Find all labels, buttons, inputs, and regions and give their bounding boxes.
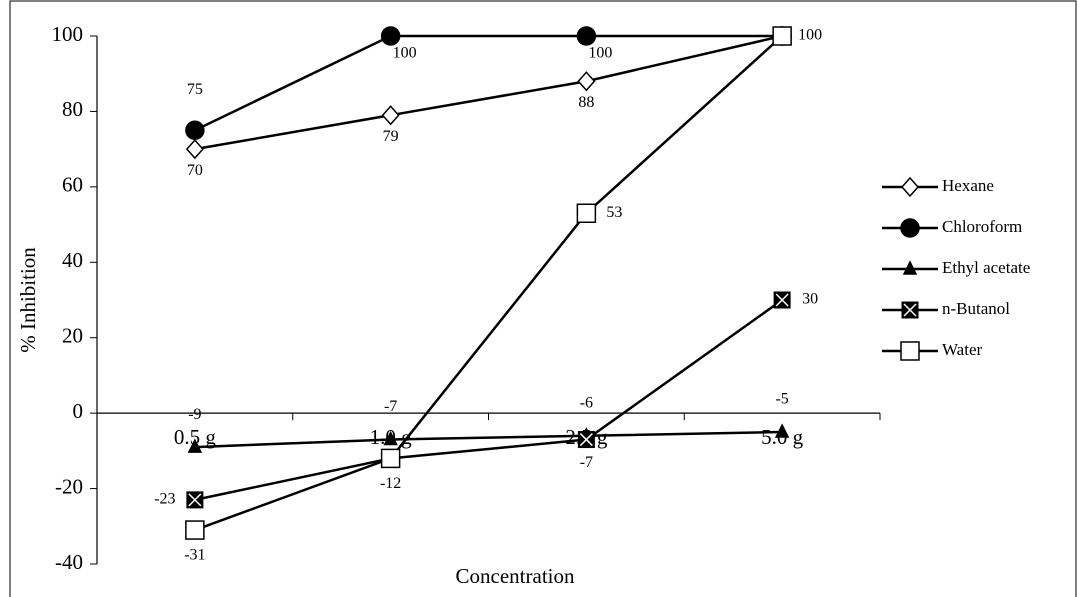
data-label: -9 — [188, 406, 201, 423]
data-point — [186, 491, 204, 509]
legend-label: Hexane — [942, 176, 994, 195]
legend-label: Ethyl acetate — [942, 258, 1030, 277]
y-tick-label: -40 — [55, 550, 83, 574]
y-tick-label: 20 — [62, 324, 83, 348]
y-tick-label: 60 — [62, 173, 83, 197]
series-line — [194, 298, 783, 502]
marker-cross — [579, 433, 593, 447]
data-label: -6 — [580, 394, 593, 411]
data-point — [577, 431, 595, 449]
data-point — [185, 520, 205, 540]
chart-frame — [9, 0, 1077, 597]
data-point — [772, 26, 792, 46]
data-point — [185, 139, 204, 160]
y-tick-label: -20 — [55, 474, 83, 498]
y-tick-label: 0 — [73, 399, 84, 423]
series-line — [194, 430, 783, 449]
data-label: -31 — [184, 547, 205, 564]
series-line — [194, 34, 783, 151]
legend-marker — [900, 218, 920, 238]
y-tick-label: 40 — [62, 248, 83, 272]
data-point — [380, 448, 401, 469]
data-label: 75 — [187, 81, 203, 98]
data-label: -5 — [775, 391, 788, 408]
data-point — [774, 423, 790, 438]
y-axis-label: % Inhibition — [16, 247, 40, 353]
data-point — [187, 438, 203, 453]
data-point — [773, 291, 791, 309]
data-label: -23 — [154, 491, 175, 508]
data-label: 53 — [606, 204, 622, 221]
x-axis-label: Concentration — [456, 564, 575, 588]
data-point — [383, 430, 398, 446]
data-label: 100 — [393, 45, 417, 62]
marker-cross — [188, 493, 202, 507]
data-label: 70 — [187, 162, 203, 179]
data-point — [576, 203, 597, 224]
legend-marker — [901, 301, 919, 319]
y-tick-label: 80 — [62, 97, 83, 121]
legend-label: Chloroform — [942, 217, 1022, 236]
data-label: -7 — [580, 454, 593, 471]
data-label: 30 — [802, 291, 818, 308]
marker-cross — [903, 303, 917, 317]
legend-marker — [902, 260, 918, 275]
series-line — [194, 35, 783, 532]
data-label: 100 — [798, 27, 822, 44]
marker-cross — [775, 293, 789, 307]
data-label: -12 — [380, 475, 401, 492]
data-point — [576, 26, 597, 46]
data-label: -7 — [384, 398, 397, 415]
data-point — [381, 105, 400, 126]
data-label: 100 — [588, 45, 612, 62]
data-label: 88 — [578, 94, 594, 111]
legend-label: Water — [942, 340, 982, 359]
legend-marker — [900, 341, 920, 361]
data-point — [185, 120, 205, 141]
series-line — [194, 34, 783, 132]
legend-marker — [900, 176, 920, 198]
data-point — [380, 26, 401, 46]
data-point — [577, 71, 596, 92]
data-label: 79 — [383, 128, 399, 145]
legend-label: n-Butanol — [942, 299, 1010, 318]
y-tick-label: 100 — [52, 22, 84, 46]
